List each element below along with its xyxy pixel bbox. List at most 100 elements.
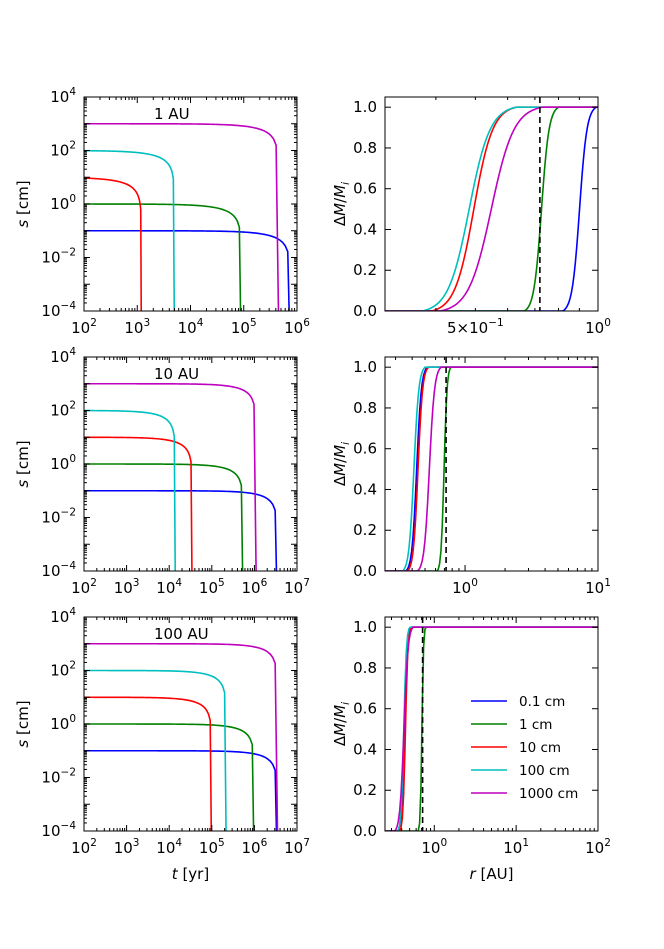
y-tick-label: 1.0 xyxy=(353,618,377,636)
series-line-0.1-cm xyxy=(84,229,290,311)
y-tick-label: 0.0 xyxy=(353,302,377,320)
x-tick-label: 102 xyxy=(71,317,97,337)
y-tick-label: 0.8 xyxy=(353,399,377,417)
series-line-100-cm xyxy=(84,409,177,571)
legend: 0.1 cm 1 cm 10 cm 100 cm 1000 cm xyxy=(471,694,578,802)
x-tick-label: 100 xyxy=(452,577,478,597)
x-tick-label: 103 xyxy=(114,577,140,597)
series-line-10-cm xyxy=(84,696,213,831)
y-tick-label: 1.0 xyxy=(353,358,377,376)
y-tick-label: 104 xyxy=(50,606,76,626)
panel-2: 5×10−1 100 0.0 0.2 0.4 0.6 0.8 1.0 ΔM/Mi xyxy=(331,96,611,337)
legend-entry-label: 100 cm xyxy=(519,763,570,779)
distance-annotation: 1 AU xyxy=(154,105,190,123)
x-tick-label: 102 xyxy=(71,577,97,597)
x-tick-label: 100 xyxy=(421,837,447,857)
y-tick-label: 102 xyxy=(50,660,76,680)
x-tick-label: 100 xyxy=(585,317,611,337)
x-tick-label: 5×10−1 xyxy=(447,317,504,337)
y-tick-label: 10−4 xyxy=(41,820,76,840)
y-axis-label: ΔM/Mi xyxy=(331,442,352,486)
x-tick-label: 105 xyxy=(231,317,257,337)
y-tick-label: 10−4 xyxy=(41,300,76,320)
series-line-0.1-cm xyxy=(385,366,598,571)
panel-5: 102 103 104 105 106 107 10−4 10−2 100 102 104 s [cm… xyxy=(14,606,310,883)
x-tick-label: 104 xyxy=(156,577,182,597)
y-tick-label: 104 xyxy=(50,86,76,106)
plot-area xyxy=(84,642,279,831)
y-tick-label: 104 xyxy=(50,346,76,366)
y-tick-label: 102 xyxy=(50,400,76,420)
y-tick-label: 0.8 xyxy=(353,659,377,677)
y-tick-label: 100 xyxy=(50,193,76,213)
series-line-1000-cm xyxy=(84,382,257,571)
x-tick-label: 107 xyxy=(284,577,310,597)
y-tick-label: 0.4 xyxy=(353,220,377,238)
plot-area xyxy=(385,617,598,831)
series-line-100-cm xyxy=(84,149,176,311)
y-tick-label: 0.0 xyxy=(353,822,377,840)
x-tick-label: 104 xyxy=(178,317,204,337)
series-line-1000-cm xyxy=(385,626,598,831)
x-tick-label: 106 xyxy=(284,317,310,337)
x-tick-label: 101 xyxy=(503,837,529,857)
y-axis-label: s [cm] xyxy=(14,180,32,227)
series-line-100-cm xyxy=(84,669,227,831)
y-tick-label: 0.0 xyxy=(353,562,377,580)
panel-1: 102 103 104 105 106 10−4 10−2 100 102 104 s [cm] 1 … xyxy=(14,86,310,337)
y-tick-label: 0.2 xyxy=(353,781,377,799)
x-tick-label: 104 xyxy=(156,837,182,857)
x-tick-label: 103 xyxy=(124,317,150,337)
y-axis-label: ΔM/Mi xyxy=(331,702,352,746)
y-tick-label: 0.4 xyxy=(353,480,377,498)
x-tick-label: 107 xyxy=(284,837,310,857)
y-tick-label: 102 xyxy=(50,140,76,160)
x-tick-label: 103 xyxy=(114,837,140,857)
plot-area xyxy=(84,122,290,311)
series-line-1-cm xyxy=(84,463,244,571)
axes-frame xyxy=(384,356,599,572)
series-line-1-cm xyxy=(84,723,255,831)
y-tick-label: 1.0 xyxy=(353,98,377,116)
x-tick-label: 105 xyxy=(199,577,225,597)
series-line-10-cm xyxy=(84,436,193,571)
y-tick-label: 0.4 xyxy=(353,740,377,758)
x-axis-label: t [yr] xyxy=(172,865,209,883)
legend-entry-label: 10 cm xyxy=(519,740,561,756)
plot-area xyxy=(385,97,598,311)
plot-area xyxy=(385,357,598,571)
y-tick-label: 0.2 xyxy=(353,261,377,279)
y-axis-label: s [cm] xyxy=(14,700,32,747)
plot-area xyxy=(84,382,278,571)
x-axis-label: r [AU] xyxy=(470,865,514,883)
y-tick-label: 10−4 xyxy=(41,560,76,580)
y-tick-label: 0.2 xyxy=(353,521,377,539)
panel-6: 100 101 102 0.0 0.2 0.4 0.6 0.8 1.0 ΔM/Mi r [AU] 0.… xyxy=(331,616,611,883)
y-axis-label: s [cm] xyxy=(14,440,32,487)
panel-4: 100 101 0.0 0.2 0.4 0.6 0.8 1.0 ΔM/Mi xyxy=(331,356,611,597)
panel-3: 102 103 104 105 106 107 10−4 10−2 100 102 104 s [cm… xyxy=(14,346,310,597)
y-tick-label: 0.6 xyxy=(353,440,377,458)
series-line-0.1-cm xyxy=(84,749,278,831)
distance-annotation: 100 AU xyxy=(154,625,209,643)
y-tick-label: 100 xyxy=(50,453,76,473)
x-tick-label: 106 xyxy=(242,577,268,597)
y-tick-label: 0.8 xyxy=(353,139,377,157)
series-line-1000-cm xyxy=(84,122,280,311)
axes-frame xyxy=(384,96,599,312)
x-tick-label: 106 xyxy=(242,837,268,857)
y-tick-label: 10−2 xyxy=(41,247,76,267)
y-tick-label: 100 xyxy=(50,713,76,733)
x-tick-label: 105 xyxy=(199,837,225,857)
series-line-10-cm xyxy=(84,177,143,311)
legend-entry-label: 1000 cm xyxy=(519,786,578,802)
series-line-1000-cm xyxy=(84,642,279,831)
x-tick-label: 102 xyxy=(585,837,611,857)
y-tick-label: 10−2 xyxy=(41,767,76,787)
x-tick-label: 101 xyxy=(585,577,611,597)
series-line-1000-cm xyxy=(385,366,598,571)
legend-entry-label: 1 cm xyxy=(519,717,552,733)
distance-annotation: 10 AU xyxy=(154,365,199,383)
y-tick-label: 10−2 xyxy=(41,507,76,527)
